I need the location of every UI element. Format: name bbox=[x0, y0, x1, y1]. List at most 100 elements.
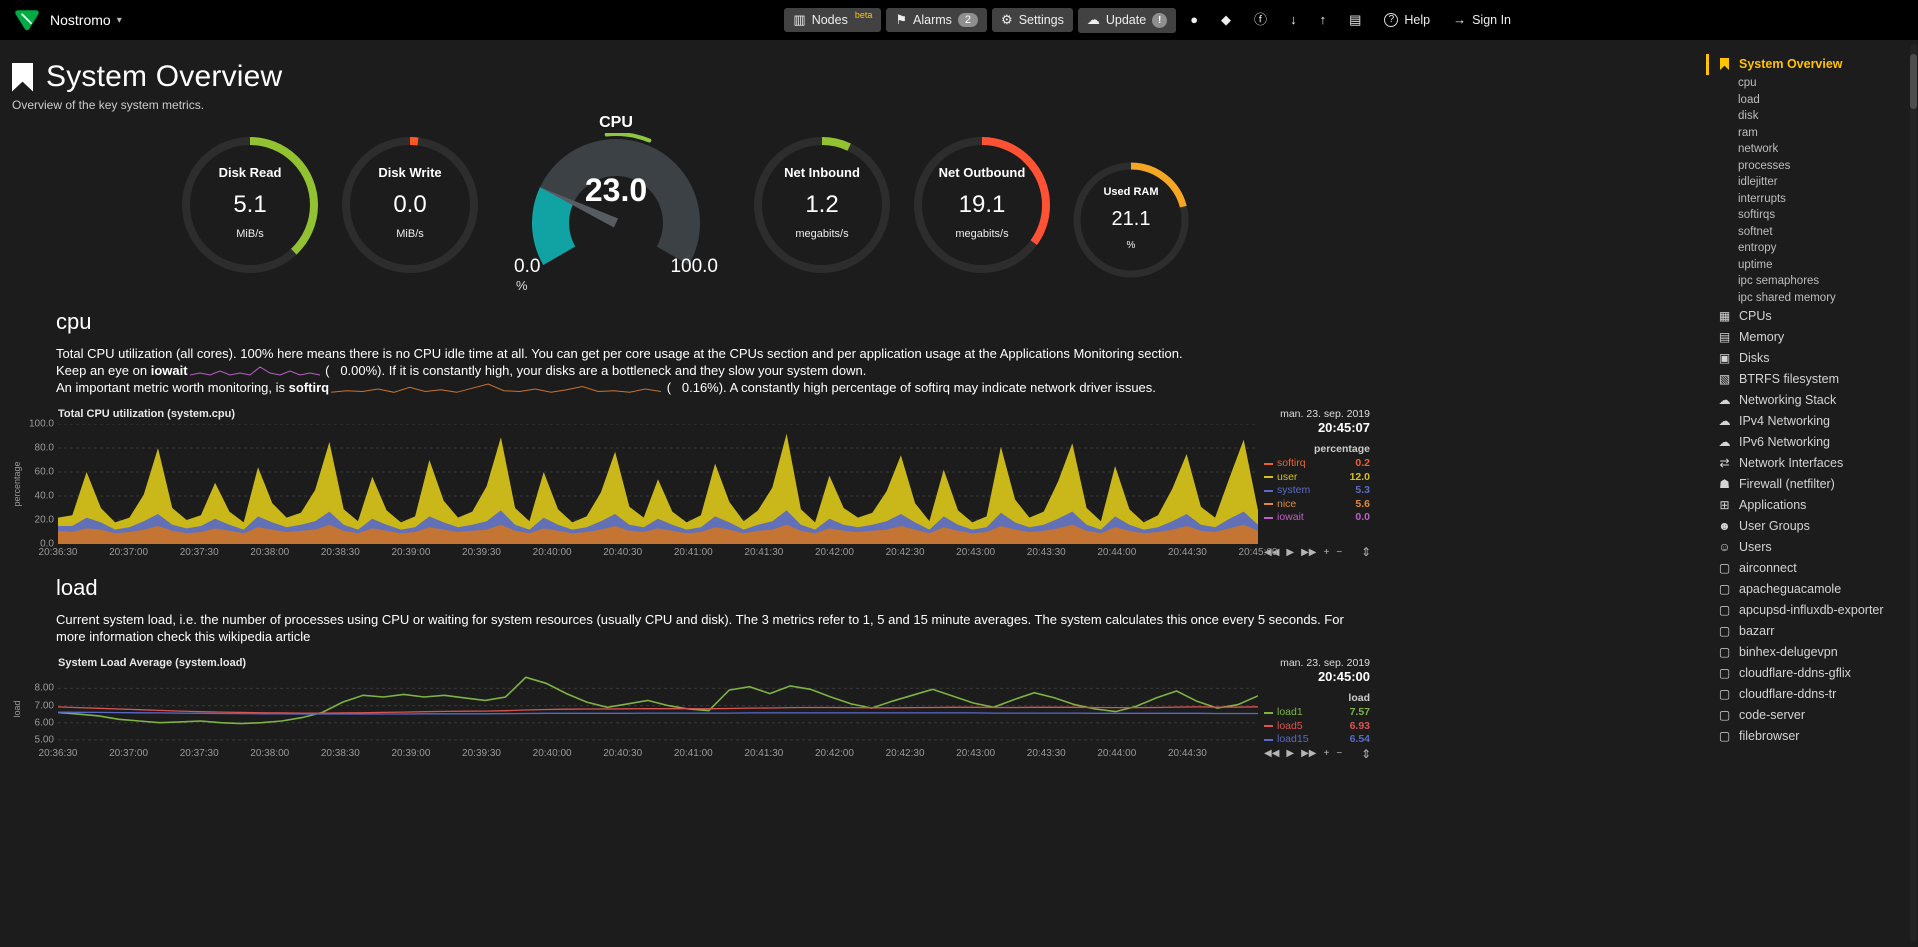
y-tick-label: 60.0 bbox=[34, 466, 54, 478]
play-icon[interactable]: ▶ bbox=[1286, 546, 1295, 558]
zoom-in-icon[interactable]: + bbox=[1323, 748, 1330, 759]
sidebar-item-apcupsd-influxdb-exporter[interactable]: ▢ apcupsd-influxdb-exporter bbox=[1706, 600, 1918, 621]
legend-item-load1[interactable]: load1 7.57 bbox=[1264, 706, 1370, 720]
pan-backward-icon[interactable]: ◀◀ bbox=[1264, 748, 1280, 759]
sidebar-item-idlejitter[interactable]: idlejitter bbox=[1706, 174, 1918, 191]
sidebar-item-networking-stack[interactable]: ☁ Networking Stack bbox=[1706, 390, 1918, 411]
settings-button[interactable]: ⚙ Settings bbox=[992, 8, 1073, 32]
cpu-gauge[interactable]: CPU 23.0 0.0 100.0 % bbox=[506, 114, 726, 293]
import-snapshot-button[interactable]: ↓ bbox=[1281, 8, 1306, 32]
sidebar-item-ipc-semaphores[interactable]: ipc semaphores bbox=[1706, 273, 1918, 290]
legend-item-load15[interactable]: load15 6.54 bbox=[1264, 733, 1370, 747]
sidebar-item-interrupts[interactable]: interrupts bbox=[1706, 191, 1918, 208]
scrollbar-thumb[interactable] bbox=[1910, 54, 1917, 109]
sidebar-item-filebrowser[interactable]: ▢ filebrowser bbox=[1706, 726, 1918, 747]
legend-value: 5.6 bbox=[1355, 497, 1370, 510]
sidebar-item-ram[interactable]: ram bbox=[1706, 125, 1918, 142]
upload-icon: ↑ bbox=[1319, 12, 1327, 27]
sidebar-item-binhex-delugevpn[interactable]: ▢ binhex-delugevpn bbox=[1706, 642, 1918, 663]
legend-item-iowait[interactable]: iowait 0.0 bbox=[1264, 511, 1370, 525]
gauges-left-group: Disk Read 5.1 MiB/s Disk Write 0.0 MiB/s bbox=[170, 114, 490, 279]
sidebar-item-ipc-shared-memory[interactable]: ipc shared memory bbox=[1706, 290, 1918, 307]
chart-toolbar: ◀◀ ▶ ▶▶ + − ⇕ bbox=[1264, 545, 1372, 559]
bookmark-icon bbox=[12, 62, 33, 92]
sidebar-item-load[interactable]: load bbox=[1706, 92, 1918, 109]
signin-button[interactable]: → Sign In bbox=[1444, 8, 1520, 32]
zoom-in-icon[interactable]: + bbox=[1323, 546, 1330, 558]
download-icon: ↓ bbox=[1290, 12, 1297, 27]
sidebar-item-entropy[interactable]: entropy bbox=[1706, 240, 1918, 257]
page-scrollbar[interactable] bbox=[1910, 44, 1917, 942]
sidebar-item-bazarr[interactable]: ▢ bazarr bbox=[1706, 621, 1918, 642]
sidebar-item-ipv6-networking[interactable]: ☁ IPv6 Networking bbox=[1706, 432, 1918, 453]
sidebar-item-apacheguacamole[interactable]: ▢ apacheguacamole bbox=[1706, 579, 1918, 600]
wikipedia-link[interactable]: wikipedia article bbox=[218, 629, 311, 644]
node-selector[interactable]: Nostromo ▾ bbox=[50, 12, 122, 28]
plot-area[interactable] bbox=[58, 423, 1258, 545]
sidebar-item-disk[interactable]: disk bbox=[1706, 108, 1918, 125]
load-average-chart[interactable]: System Load Average (system.load) load 5… bbox=[10, 657, 1706, 761]
alarms-button[interactable]: ⚑ Alarms 2 bbox=[886, 8, 988, 32]
pan-backward-icon[interactable]: ◀◀ bbox=[1264, 546, 1280, 558]
play-icon[interactable]: ▶ bbox=[1286, 748, 1295, 759]
sidebar-item-airconnect[interactable]: ▢ airconnect bbox=[1706, 558, 1918, 579]
sidebar-item-label: ipc shared memory bbox=[1738, 291, 1836, 304]
plot-area[interactable] bbox=[57, 673, 1259, 745]
gauge-value: 5.1 bbox=[233, 191, 267, 218]
sidebar-item-softirqs[interactable]: softirqs bbox=[1706, 207, 1918, 224]
sidebar-item-disks[interactable]: ▣ Disks bbox=[1706, 348, 1918, 369]
legend-item-system[interactable]: system 5.3 bbox=[1264, 484, 1370, 498]
gauge-disk-read[interactable]: Disk Read 5.1 MiB/s bbox=[179, 134, 321, 279]
legend-item-load5[interactable]: load5 6.93 bbox=[1264, 720, 1370, 734]
interfaces-icon: ⇄ bbox=[1719, 456, 1730, 470]
sidebar-item-cpus[interactable]: ▦ CPUs bbox=[1706, 306, 1918, 327]
sidebar-item-user-groups[interactable]: ☻ User Groups bbox=[1706, 516, 1918, 537]
sidebar-item-label: Users bbox=[1739, 540, 1772, 554]
zoom-out-icon[interactable]: − bbox=[1336, 748, 1343, 759]
cpu-section: cpu Total CPU utilization (all cores). 1… bbox=[10, 309, 1706, 559]
legend-item-nice[interactable]: nice 5.6 bbox=[1264, 498, 1370, 512]
sidebar-item-label: load bbox=[1738, 93, 1760, 106]
sidebar-item-applications[interactable]: ⊞ Applications bbox=[1706, 495, 1918, 516]
sidebar-item-network-interfaces[interactable]: ⇄ Network Interfaces bbox=[1706, 453, 1918, 474]
sidebar-item-code-server[interactable]: ▢ code-server bbox=[1706, 705, 1918, 726]
pan-forward-icon[interactable]: ▶▶ bbox=[1301, 748, 1317, 759]
cpu-utilization-chart[interactable]: Total CPU utilization (system.cpu) perce… bbox=[10, 408, 1706, 559]
gauge-disk-write[interactable]: Disk Write 0.0 MiB/s bbox=[339, 134, 481, 279]
gauge-net-inbound[interactable]: Net Inbound 1.2 megabits/s bbox=[751, 134, 893, 283]
resize-handle-icon[interactable]: ⇕ bbox=[1361, 746, 1372, 761]
sidebar-item-btrfs-filesystem[interactable]: ▧ BTRFS filesystem bbox=[1706, 369, 1918, 390]
update-button[interactable]: ☁ Update! bbox=[1077, 7, 1177, 33]
sidebar-item-firewall-netfilter[interactable]: ☗ Firewall (netfilter) bbox=[1706, 474, 1918, 495]
github-button[interactable]: ● bbox=[1181, 8, 1207, 32]
sidebar-item-processes[interactable]: processes bbox=[1706, 158, 1918, 175]
help-button[interactable]: ? Help bbox=[1375, 8, 1439, 32]
sidebar-item-label: entropy bbox=[1738, 242, 1777, 254]
sidebar-item-users[interactable]: ☺ Users bbox=[1706, 537, 1918, 558]
chart-date: man. 23. sep. 2019 bbox=[1280, 657, 1370, 669]
netdata-logo-icon[interactable] bbox=[14, 7, 40, 33]
sidebar-item-network[interactable]: network bbox=[1706, 141, 1918, 158]
nodes-button[interactable]: ▥ Nodes beta bbox=[784, 8, 882, 32]
sidebar-item-memory[interactable]: ▤ Memory bbox=[1706, 327, 1918, 348]
sidebar-item-ipv4-networking[interactable]: ☁ IPv4 Networking bbox=[1706, 411, 1918, 432]
export-snapshot-button[interactable]: ↑ bbox=[1311, 8, 1336, 32]
sidebar-item-softnet[interactable]: softnet bbox=[1706, 224, 1918, 241]
pan-forward-icon[interactable]: ▶▶ bbox=[1301, 546, 1317, 558]
gauge-used-ram[interactable]: Used RAM 21.1% bbox=[1071, 160, 1191, 283]
print-button[interactable]: ▤ bbox=[1340, 8, 1370, 32]
legend-item-softirq[interactable]: softirq 0.2 bbox=[1264, 457, 1370, 471]
sidebar-item-system-overview[interactable]: System Overview bbox=[1706, 54, 1918, 75]
cpu-gauge-max: 100.0 bbox=[670, 256, 718, 277]
twitter-button[interactable]: ◆ bbox=[1212, 8, 1240, 32]
sidebar-item-cloudflare-ddns-tr[interactable]: ▢ cloudflare-ddns-tr bbox=[1706, 684, 1918, 705]
resize-handle-icon[interactable]: ⇕ bbox=[1361, 545, 1372, 559]
sidebar-item-cpu[interactable]: cpu bbox=[1706, 75, 1918, 92]
sidebar-item-uptime[interactable]: uptime bbox=[1706, 257, 1918, 274]
cpu-gauge-dial bbox=[532, 132, 700, 265]
facebook-button[interactable]: ⓕ bbox=[1245, 8, 1276, 32]
zoom-out-icon[interactable]: − bbox=[1336, 546, 1343, 558]
legend-item-user[interactable]: user 12.0 bbox=[1264, 471, 1370, 485]
sidebar-item-cloudflare-ddns-gflix[interactable]: ▢ cloudflare-ddns-gflix bbox=[1706, 663, 1918, 684]
gauge-net-outbound[interactable]: Net Outbound 19.1 megabits/s bbox=[911, 134, 1053, 283]
